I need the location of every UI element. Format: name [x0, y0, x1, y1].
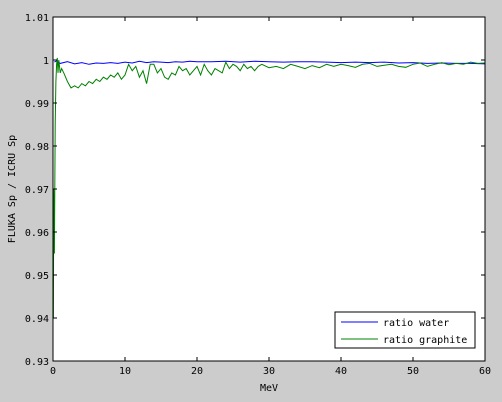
y-tick-label: 0.97	[25, 185, 49, 196]
legend-box	[334, 311, 476, 349]
legend: ratio water ratio graphite	[334, 311, 476, 349]
series-line-graphite	[52, 57, 486, 319]
x-tick-label: 50	[407, 366, 419, 377]
legend-label-water: ratio water	[383, 318, 449, 329]
tick-layer: 0 10 20 30 40 50 60 0.93 0.94 0.95 0.96 0.97 0.98 0.9…	[25, 13, 491, 377]
x-axis-label: MeV	[260, 383, 278, 394]
y-tick-label: 0.95	[25, 271, 49, 282]
series-line-water	[54, 60, 486, 65]
x-tick-label: 30	[263, 366, 275, 377]
y-tick-label: 0.99	[25, 99, 49, 110]
y-tick-label: 0.93	[25, 357, 49, 368]
legend-label-graphite: ratio graphite	[383, 335, 467, 346]
y-tick-label: 0.98	[25, 142, 49, 153]
x-tick-label: 10	[119, 366, 131, 377]
series-layer	[52, 57, 486, 319]
x-tick-label: 0	[50, 366, 56, 377]
x-tick-label: 60	[479, 366, 491, 377]
y-tick-label: 0.94	[25, 314, 49, 325]
x-tick-label: 20	[191, 366, 203, 377]
plot-area	[53, 17, 485, 361]
y-tick-label: 0.96	[25, 228, 49, 239]
x-tick-label: 40	[335, 366, 347, 377]
y-tick-label: 1.01	[25, 13, 49, 24]
y-axis-label: FLUKA Sp / ICRU Sp	[7, 135, 18, 243]
y-tick-label: 1	[43, 56, 49, 67]
